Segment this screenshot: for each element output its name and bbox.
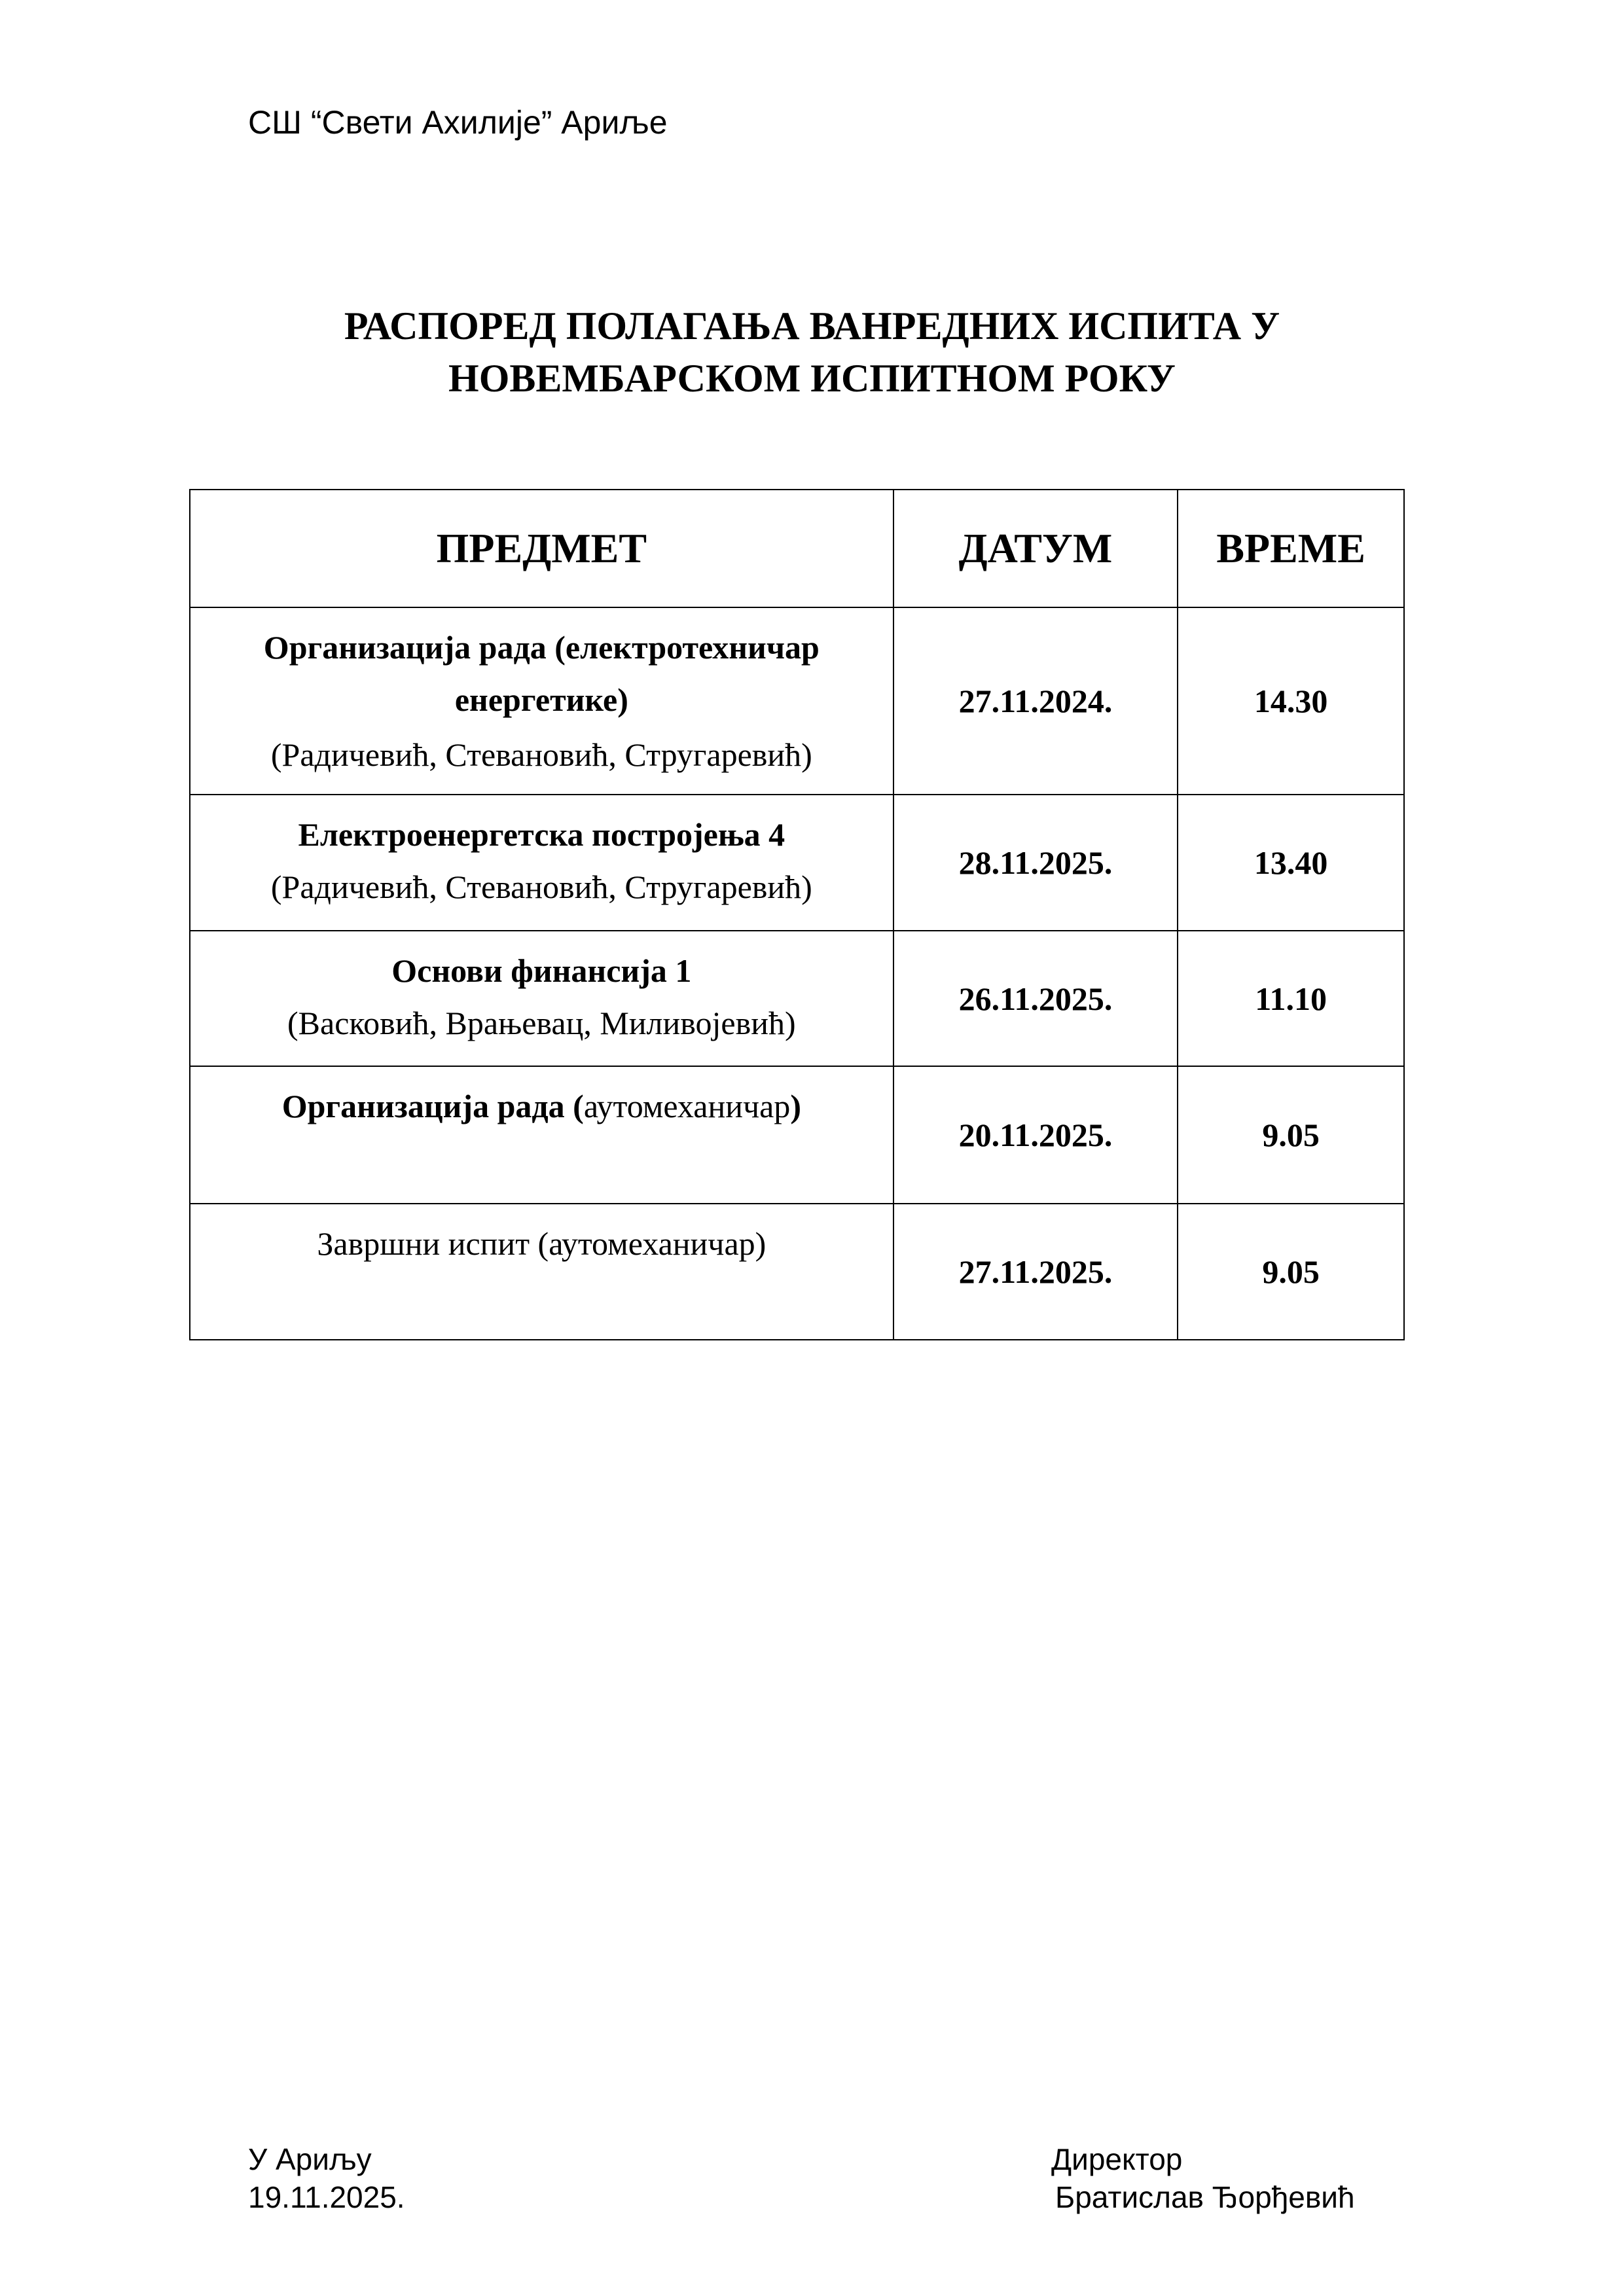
committee: (Радичевић, Стевановић, Стругаревић) <box>270 736 812 773</box>
school-name: СШ “Свети Ахилије” Ариље <box>248 104 668 141</box>
date-cell: 27.11.2024. <box>892 607 1179 795</box>
table-row: Основи финансија 1 (Васковић, Врањевац, … <box>189 930 1405 1067</box>
column-header-subject: ПРЕДМЕТ <box>189 489 894 608</box>
subject-name: Основи финансија 1 <box>391 952 692 989</box>
time-cell: 9.05 <box>1177 1066 1405 1204</box>
subject-cell: Организација рада (електротехничар енерг… <box>189 607 894 795</box>
subject-cell: Електроенергетска постројења 4 (Радичеви… <box>189 794 894 931</box>
table-row: Организација рада (електротехничар енерг… <box>189 607 1405 795</box>
subject-name: Организација рада (аутомеханичар) <box>281 1088 801 1124</box>
issue-date: 19.11.2025. <box>248 2180 405 2214</box>
time-cell: 13.40 <box>1177 794 1405 931</box>
subject-name: Завршни испит (аутомеханичар) <box>317 1225 767 1262</box>
subject-cell: Основи финансија 1 (Васковић, Врањевац, … <box>189 930 894 1067</box>
date-cell: 27.11.2025. <box>892 1203 1179 1340</box>
date-cell: 20.11.2025. <box>892 1066 1179 1204</box>
time-cell: 14.30 <box>1177 607 1405 795</box>
place: У Ариљу <box>248 2142 372 2176</box>
subject-name: Организација рада (електротехничар енерг… <box>263 629 820 718</box>
time-cell: 9.05 <box>1177 1203 1405 1340</box>
committee: (Васковић, Врањевац, Миливојевић) <box>287 1005 796 1041</box>
table-row: Завршни испит (аутомеханичар) 27.11.2025… <box>189 1203 1405 1340</box>
column-header-date: ДАТУМ <box>892 489 1179 608</box>
subject-cell: Организација рада (аутомеханичар) <box>189 1066 894 1204</box>
title-line-2: НОВЕМБАРСКОМ ИСПИТНОМ РОКУ <box>448 357 1176 400</box>
table-row: Организација рада (аутомеханичар) 20.11.… <box>189 1066 1405 1204</box>
signatory-role: Директор <box>1051 2142 1183 2176</box>
subject-cell: Завршни испит (аутомеханичар) <box>189 1203 894 1340</box>
table-row: Електроенергетска постројења 4 (Радичеви… <box>189 794 1405 931</box>
signatory-name: Братислав Ђорђевић <box>1055 2180 1355 2214</box>
date-cell: 26.11.2025. <box>892 930 1179 1067</box>
place-date-block: У Ариљу 19.11.2025. <box>248 2140 405 2216</box>
document-title: РАСПОРЕД ПОЛАГАЊА ВАНРЕДНИХ ИСПИТА У НОВ… <box>0 300 1624 404</box>
signature-block: Директор Братислав Ђорђевић <box>1051 2140 1355 2216</box>
column-header-time: ВРЕМЕ <box>1177 489 1405 608</box>
time-cell: 11.10 <box>1177 930 1405 1067</box>
table-header-row: ПРЕДМЕТ ДАТУМ ВРЕМЕ <box>189 489 1405 608</box>
date-cell: 28.11.2025. <box>892 794 1179 931</box>
committee: (Радичевић, Стевановић, Стругаревић) <box>270 869 812 905</box>
subject-name: Електроенергетска постројења 4 <box>298 816 785 853</box>
exam-schedule-table: ПРЕДМЕТ ДАТУМ ВРЕМЕ Организација рада (е… <box>189 489 1405 1340</box>
title-line-1: РАСПОРЕД ПОЛАГАЊА ВАНРЕДНИХ ИСПИТА У <box>344 304 1280 348</box>
